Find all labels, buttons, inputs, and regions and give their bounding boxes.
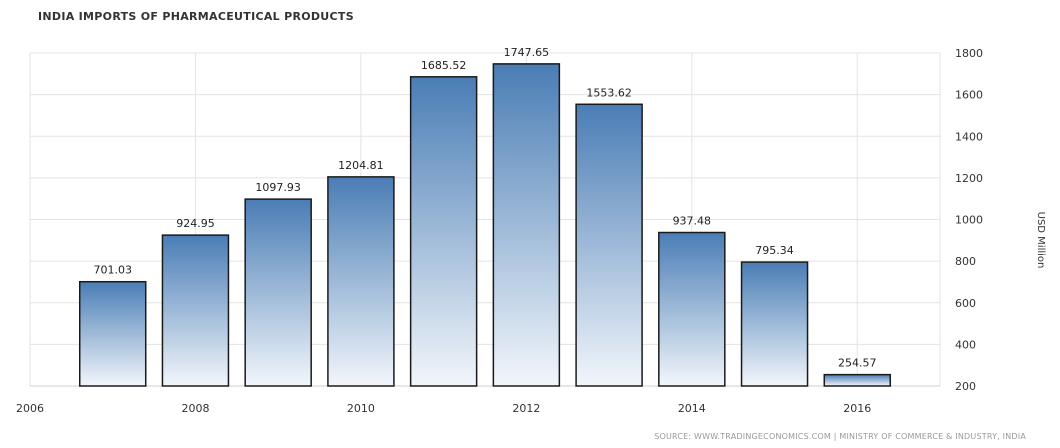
bar <box>327 176 395 387</box>
x-tick-label: 2014 <box>678 402 706 415</box>
bars <box>78 63 892 387</box>
x-tick-label: 2012 <box>512 402 540 415</box>
x-tick-label: 2016 <box>843 402 871 415</box>
data-label: 1553.62 <box>586 86 632 99</box>
x-axis-ticks: 2006 2008 2010 2012 2014 2016 <box>16 402 871 415</box>
y-tick-label: 1600 <box>955 89 983 102</box>
bar <box>244 198 312 387</box>
bar <box>658 231 726 387</box>
x-tick-label: 2008 <box>181 402 209 415</box>
data-label: 701.03 <box>93 264 132 277</box>
data-label: 937.48 <box>673 215 712 228</box>
bar <box>409 76 478 387</box>
y-tick-label: 400 <box>955 338 976 351</box>
source-note: SOURCE: WWW.TRADINGECONOMICS.COM | MINIS… <box>654 432 1026 441</box>
y-tick-label: 800 <box>955 255 976 268</box>
x-tick-label: 2006 <box>16 402 44 415</box>
chart-title: INDIA IMPORTS OF PHARMACEUTICAL PRODUCTS <box>38 10 354 23</box>
y-tick-label: 600 <box>955 297 976 310</box>
y-tick-label: 1200 <box>955 172 983 185</box>
data-labels: 701.03 924.95 1097.93 1204.81 1685.52 1747.65… <box>93 46 876 370</box>
data-label: 1204.81 <box>338 159 384 172</box>
y-axis-label: USD Million <box>1035 212 1046 269</box>
y-tick-label: 1800 <box>955 47 983 60</box>
data-label: 795.34 <box>755 244 794 257</box>
bar <box>740 261 809 387</box>
data-label: 1685.52 <box>421 59 467 72</box>
bar <box>575 103 643 387</box>
y-tick-label: 1400 <box>955 130 983 143</box>
data-label: 254.57 <box>838 357 877 370</box>
y-axis-ticks: 200 400 600 800 1000 1200 1400 1600 1800 <box>955 47 983 393</box>
x-tick-label: 2010 <box>347 402 375 415</box>
y-tick-label: 1000 <box>955 214 983 227</box>
bar <box>823 373 892 387</box>
bar <box>161 234 230 387</box>
y-tick-label: 200 <box>955 380 976 393</box>
bar <box>78 280 147 387</box>
data-label: 1747.65 <box>504 46 550 59</box>
bar <box>492 63 561 387</box>
data-label: 1097.93 <box>255 181 301 194</box>
data-label: 924.95 <box>176 217 215 230</box>
